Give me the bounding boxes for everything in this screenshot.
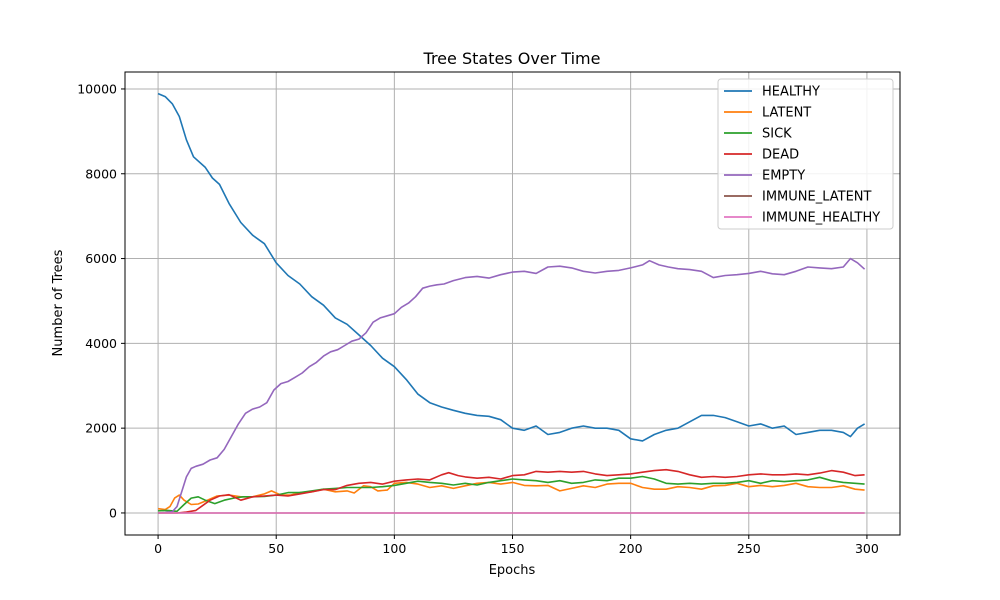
x-tick-label: 250 bbox=[737, 541, 761, 556]
y-tick-label: 8000 bbox=[85, 166, 117, 181]
legend-box bbox=[717, 78, 894, 230]
x-tick-label: 100 bbox=[382, 541, 406, 556]
legend-label-healthy: HEALTHY bbox=[762, 85, 820, 100]
y-tick-label: 2000 bbox=[85, 421, 117, 436]
chart-title: Tree States Over Time bbox=[423, 49, 601, 68]
x-tick-label: 50 bbox=[268, 541, 284, 556]
x-tick-label: 200 bbox=[619, 541, 643, 556]
x-axis-ticks: 0 50 100 150 200 250 300 bbox=[154, 535, 879, 556]
y-axis-ticks: 0 2000 4000 6000 8000 10000 bbox=[77, 81, 125, 520]
y-tick-label: 4000 bbox=[85, 336, 117, 351]
series-layer bbox=[157, 92, 866, 514]
legend: HEALTHY LATENT SICK DEAD EMPTY IMMUNE_LATENT I… bbox=[717, 78, 894, 230]
y-tick-label: 10000 bbox=[77, 81, 117, 96]
x-tick-label: 300 bbox=[855, 541, 879, 556]
y-tick-label: 6000 bbox=[85, 251, 117, 266]
legend-label-latent: LATENT bbox=[762, 106, 811, 121]
series-line-healthy bbox=[157, 92, 866, 442]
series-line-sick bbox=[158, 475, 865, 513]
legend-label-immune-latent: IMMUNE_LATENT bbox=[762, 190, 872, 205]
legend-label-sick: SICK bbox=[762, 127, 792, 142]
legend-label-dead: DEAD bbox=[762, 148, 799, 163]
y-axis-label: Number of Trees bbox=[51, 249, 66, 356]
legend-label-empty: EMPTY bbox=[762, 169, 805, 184]
y-tick-label: 0 bbox=[109, 505, 117, 520]
x-tick-label: 150 bbox=[501, 541, 525, 556]
x-axis-label: Epochs bbox=[489, 563, 536, 578]
series-line-empty bbox=[158, 257, 866, 514]
legend-label-immune-healthy: IMMUNE_HEALTHY bbox=[762, 211, 880, 226]
x-tick-label: 0 bbox=[154, 541, 162, 556]
series-line-dead bbox=[158, 468, 865, 514]
